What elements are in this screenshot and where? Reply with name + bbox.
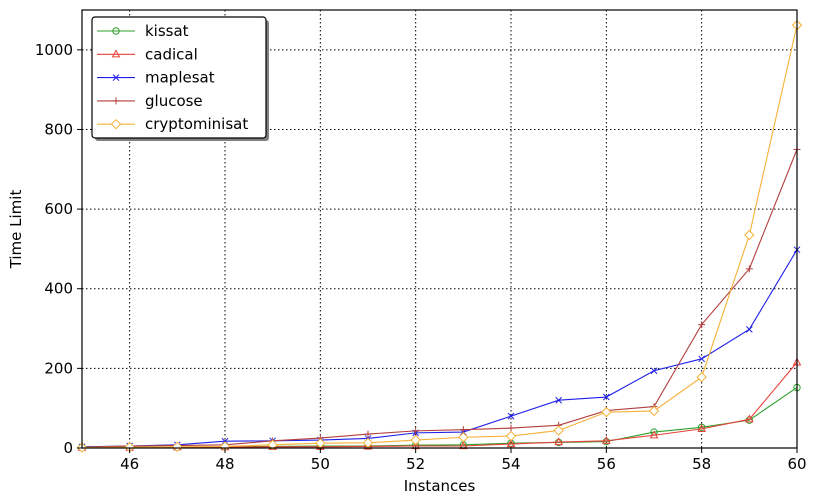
legend-marker xyxy=(112,74,120,81)
data-point-maplesat xyxy=(555,396,563,404)
legend-entry-maplesat: maplesat xyxy=(97,69,215,87)
data-point-cryptominisat xyxy=(172,441,183,453)
x-tick-label-58: 58 xyxy=(692,455,711,473)
legend-label: glucose xyxy=(145,92,203,110)
legend-marker xyxy=(112,27,120,35)
series-line-cryptominisat xyxy=(81,25,798,449)
data-point-glucose xyxy=(507,424,515,432)
legend-box xyxy=(91,16,267,139)
y-axis-label: Time Limit xyxy=(7,190,25,270)
y-tick-label-400: 400 xyxy=(44,280,73,298)
data-point-cadical xyxy=(649,430,659,439)
data-point-cadical xyxy=(554,437,564,446)
x-axis-label: Instances xyxy=(404,477,476,495)
data-point-cryptominisat xyxy=(458,432,469,443)
data-point-glucose xyxy=(364,430,372,438)
data-point-cryptominisat xyxy=(362,437,374,449)
x-tick-label-50: 50 xyxy=(311,455,330,473)
data-point-maplesat xyxy=(602,393,610,401)
legend-label: cadical xyxy=(145,45,198,63)
legend-label: kissat xyxy=(145,22,189,40)
legend-label: maplesat xyxy=(145,69,215,87)
y-tick-label-600: 600 xyxy=(44,200,73,218)
legend-entry-glucose: glucose xyxy=(97,92,203,110)
data-point-cryptominisat xyxy=(410,434,421,446)
data-point-cadical xyxy=(601,435,611,444)
series-cadical xyxy=(77,357,802,451)
legend-entry-cadical: cadical xyxy=(97,45,198,63)
legend-marker xyxy=(110,118,122,130)
series-line-cadical xyxy=(82,362,798,449)
data-point-cryptominisat xyxy=(267,439,278,451)
data-point-maplesat xyxy=(650,367,658,375)
series-maplesat xyxy=(78,246,801,451)
x-tick-label-52: 52 xyxy=(406,455,425,473)
data-point-maplesat xyxy=(745,325,753,333)
x-axis-ticks: 46 48 50 52 54 56 58 60 xyxy=(120,448,807,473)
legend-marker xyxy=(112,97,120,105)
y-tick-label-0: 0 xyxy=(63,439,73,457)
legend-label: cryptominisat xyxy=(145,115,248,133)
data-point-cryptominisat xyxy=(601,406,612,418)
y-tick-label-1000: 1000 xyxy=(35,41,73,59)
y-tick-label-200: 200 xyxy=(44,359,73,377)
data-point-cryptominisat xyxy=(696,371,707,383)
data-point-glucose xyxy=(412,427,420,435)
data-point-maplesat xyxy=(698,355,706,363)
data-point-glucose xyxy=(698,321,706,329)
data-point-glucose xyxy=(459,426,467,434)
y-tick-label-800: 800 xyxy=(44,120,73,138)
legend-entry-cryptominisat: cryptominisat xyxy=(97,115,248,133)
data-point-cryptominisat xyxy=(744,229,755,241)
x-tick-label-60: 60 xyxy=(787,455,806,473)
legend: kissat cadical maplesat glucose cryptominisa… xyxy=(91,16,269,141)
data-point-cadical xyxy=(697,424,707,432)
x-tick-label-56: 56 xyxy=(597,455,616,473)
x-tick-label-46: 46 xyxy=(120,455,139,473)
data-point-cryptominisat xyxy=(648,405,660,417)
x-tick-label-48: 48 xyxy=(215,455,234,473)
series-glucose xyxy=(78,145,801,451)
y-axis-ticks: 0 200 400 600 800 1000 xyxy=(35,41,82,457)
series-line-maplesat xyxy=(81,249,798,448)
legend-marker xyxy=(111,49,121,58)
data-point-kissat xyxy=(602,437,611,446)
data-point-maplesat xyxy=(507,412,515,420)
data-point-glucose xyxy=(745,265,753,273)
data-point-cadical xyxy=(744,414,754,423)
plot-frame xyxy=(81,9,798,449)
data-point-cadical xyxy=(506,439,516,448)
data-point-cadical xyxy=(458,441,468,450)
legend-entry-kissat: kissat xyxy=(97,22,189,40)
x-tick-label-54: 54 xyxy=(501,455,520,473)
series-kissat xyxy=(78,383,801,451)
data-point-cryptominisat xyxy=(505,430,517,442)
data-point-cryptominisat xyxy=(553,425,564,436)
series-line-glucose xyxy=(81,149,798,448)
